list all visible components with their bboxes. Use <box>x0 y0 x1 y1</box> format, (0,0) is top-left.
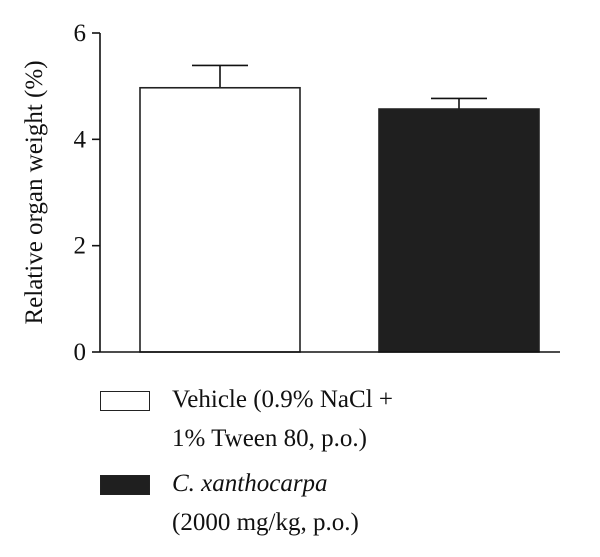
bar-2 <box>378 108 540 353</box>
bar-1 <box>139 86 301 353</box>
legend-label-c-xanthocarpa-line-1: C. xanthocarpa <box>172 470 328 497</box>
y-tick-label-0: 0 <box>74 339 87 366</box>
legend-label-vehicle-line-2: 1% Tween 80, p.o.) <box>172 425 367 452</box>
legend-entry-c-xanthocarpa: C. xanthocarpa (2000 mg/kg, p.o.) <box>100 464 580 548</box>
y-axis-title: Relative organ weight (%) <box>21 60 48 324</box>
legend-label-c-xanthocarpa: C. xanthocarpa (2000 mg/kg, p.o.) <box>172 464 359 542</box>
legend: Vehicle (0.9% NaCl + 1% Tween 80, p.o.) … <box>100 380 580 548</box>
y-tick-label-6: 6 <box>74 20 87 47</box>
legend-swatch-c-xanthocarpa <box>100 475 150 495</box>
y-axis: 0 2 4 6 <box>74 20 101 366</box>
y-tick-label-2: 2 <box>74 233 87 260</box>
legend-label-c-xanthocarpa-line-2: (2000 mg/kg, p.o.) <box>172 509 359 536</box>
legend-entry-vehicle: Vehicle (0.9% NaCl + 1% Tween 80, p.o.) <box>100 380 580 464</box>
bars <box>139 64 540 353</box>
legend-label-vehicle-line-1: Vehicle (0.9% NaCl + <box>172 386 393 413</box>
legend-label-vehicle: Vehicle (0.9% NaCl + 1% Tween 80, p.o.) <box>172 380 393 458</box>
legend-swatch-vehicle <box>100 391 150 411</box>
bar-chart: 0 2 4 6 Relative organ weight (%) <box>21 20 560 366</box>
y-tick-label-4: 4 <box>74 126 87 153</box>
